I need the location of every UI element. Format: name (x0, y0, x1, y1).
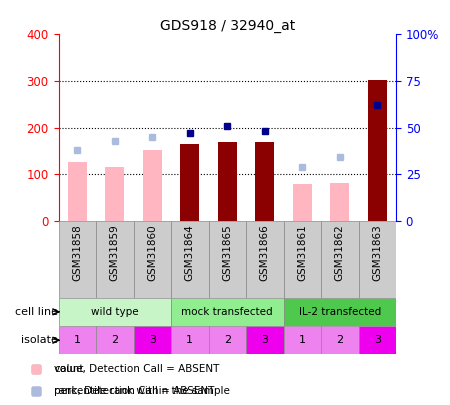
Text: isolate: isolate (21, 335, 58, 345)
Text: 2: 2 (336, 335, 343, 345)
Bar (171, 221, 208, 298)
Text: GSM31866: GSM31866 (260, 224, 270, 281)
Bar (58, 221, 96, 298)
Text: GSM31861: GSM31861 (297, 224, 307, 281)
Text: 1: 1 (299, 335, 306, 345)
Bar (284, 326, 321, 354)
Text: GSM31864: GSM31864 (185, 224, 195, 281)
Bar (284, 298, 396, 326)
Bar (368, 80, 387, 221)
Text: percentile rank within the sample: percentile rank within the sample (54, 386, 230, 396)
Text: 3: 3 (374, 335, 381, 345)
Bar (143, 150, 162, 221)
Bar (96, 221, 134, 298)
Text: value, Detection Call = ABSENT: value, Detection Call = ABSENT (54, 364, 220, 373)
Text: wild type: wild type (91, 307, 139, 317)
Text: GSM31865: GSM31865 (222, 224, 232, 281)
Bar (330, 183, 349, 221)
Bar (105, 167, 124, 221)
Bar (359, 326, 396, 354)
Title: GDS918 / 32940_at: GDS918 / 32940_at (160, 19, 295, 33)
Text: 3: 3 (149, 335, 156, 345)
Bar (134, 221, 171, 298)
Text: GSM31860: GSM31860 (147, 224, 157, 281)
Text: 2: 2 (224, 335, 231, 345)
Bar (96, 326, 134, 354)
Text: mock transfected: mock transfected (181, 307, 273, 317)
Bar (246, 221, 284, 298)
Text: 1: 1 (186, 335, 193, 345)
Bar (58, 298, 171, 326)
Bar (321, 221, 359, 298)
Text: cell line: cell line (15, 307, 58, 317)
Text: 2: 2 (111, 335, 118, 345)
Bar (293, 184, 311, 221)
Text: IL-2 transfected: IL-2 transfected (299, 307, 381, 317)
Text: count: count (54, 364, 84, 373)
Text: GSM31859: GSM31859 (110, 224, 120, 281)
Bar (180, 144, 199, 221)
Bar (171, 326, 208, 354)
Bar (284, 221, 321, 298)
Bar (246, 326, 284, 354)
Bar (208, 326, 246, 354)
Bar (58, 326, 96, 354)
Bar (321, 326, 359, 354)
Bar (171, 298, 284, 326)
Bar (68, 162, 86, 221)
Text: rank, Detection Call = ABSENT: rank, Detection Call = ABSENT (54, 386, 214, 396)
Bar (208, 221, 246, 298)
Text: GSM31863: GSM31863 (372, 224, 382, 281)
Bar (359, 221, 396, 298)
Text: 3: 3 (261, 335, 268, 345)
Text: GSM31862: GSM31862 (335, 224, 345, 281)
Text: 1: 1 (74, 335, 81, 345)
Bar (256, 143, 274, 221)
Text: GSM31858: GSM31858 (72, 224, 82, 281)
Bar (134, 326, 171, 354)
Bar (218, 143, 237, 221)
